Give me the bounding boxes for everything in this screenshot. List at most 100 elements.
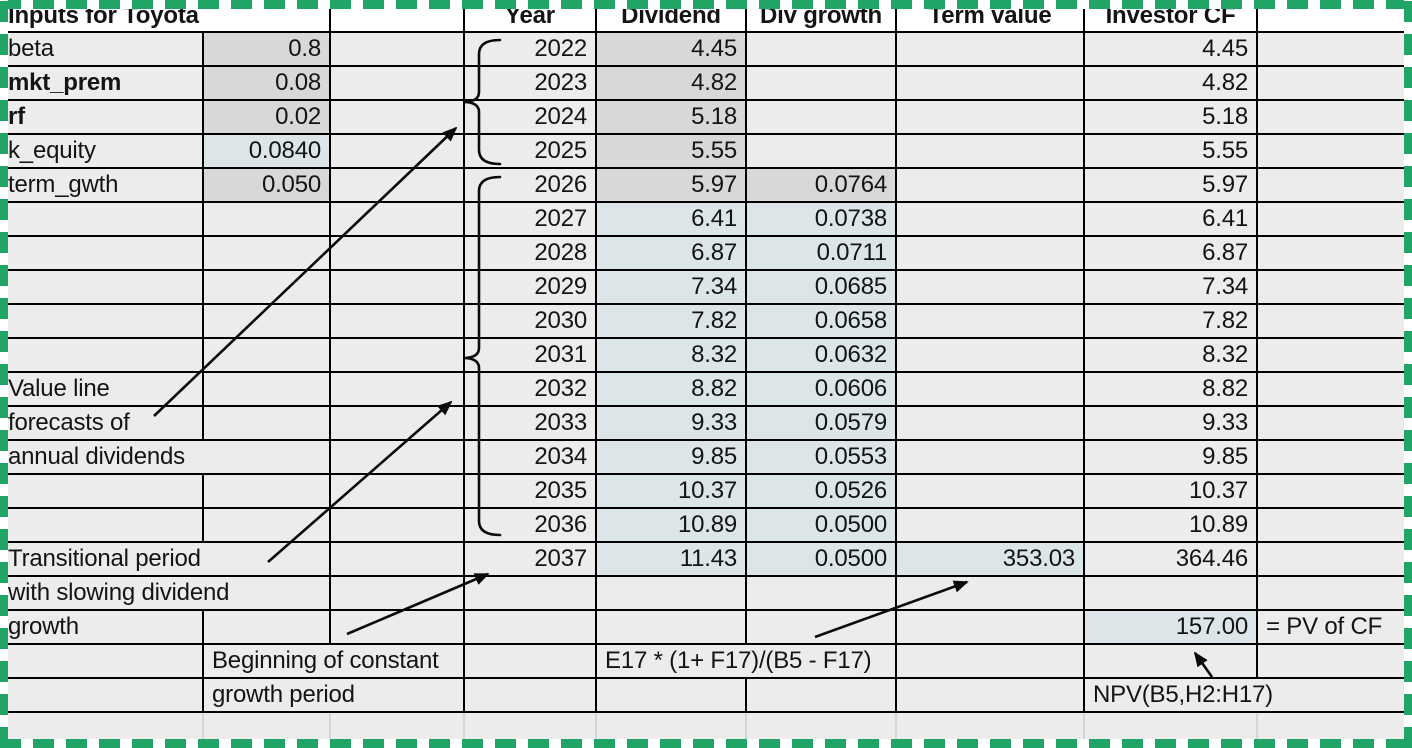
year-2028[interactable]: 2028	[465, 237, 597, 271]
cell-r19c3[interactable]	[331, 611, 465, 645]
cell-r9c1[interactable]	[0, 271, 204, 305]
cf-2036[interactable]: 10.89	[1085, 509, 1258, 543]
cf-2026[interactable]: 5.97	[1085, 169, 1258, 203]
year-2027[interactable]: 2027	[465, 203, 597, 237]
cell-r8c9[interactable]	[1258, 237, 1412, 271]
cell-r17c3[interactable]	[331, 543, 465, 577]
cell-r12c3[interactable]	[331, 373, 465, 407]
cell-r5c6[interactable]	[747, 135, 897, 169]
cell-r11c3[interactable]	[331, 339, 465, 373]
cell-r21c6[interactable]	[747, 679, 897, 713]
growth-2037[interactable]: 0.0500	[747, 543, 897, 577]
cell-r8c7[interactable]	[897, 237, 1085, 271]
cell-r8c3[interactable]	[331, 237, 465, 271]
note-beginning-1[interactable]: Beginning of constant	[204, 645, 465, 679]
cell-r7c3[interactable]	[331, 203, 465, 237]
cf-2029[interactable]: 7.34	[1085, 271, 1258, 305]
cf-2022[interactable]: 4.45	[1085, 33, 1258, 67]
cell-r3c9[interactable]	[1258, 67, 1412, 101]
growth-2029[interactable]: 0.0685	[747, 271, 897, 305]
cell-r12c9[interactable]	[1258, 373, 1412, 407]
cell-r9c9[interactable]	[1258, 271, 1412, 305]
cell-r18c7[interactable]	[897, 577, 1085, 611]
growth-2033[interactable]: 0.0579	[747, 407, 897, 441]
cell-r17c9[interactable]	[1258, 543, 1412, 577]
cell-r9c7[interactable]	[897, 271, 1085, 305]
year-2031[interactable]: 2031	[465, 339, 597, 373]
cell-r7c1[interactable]	[0, 203, 204, 237]
dividend-2026[interactable]: 5.97	[597, 169, 747, 203]
cell-r22c4[interactable]	[465, 713, 597, 748]
year-2030[interactable]: 2030	[465, 305, 597, 339]
cell-r15c7[interactable]	[897, 475, 1085, 509]
cell-r18c8[interactable]	[1085, 577, 1258, 611]
dividend-2031[interactable]: 8.32	[597, 339, 747, 373]
cell-r22c8[interactable]	[1085, 713, 1258, 748]
cell-r5c3[interactable]	[331, 135, 465, 169]
cell-r5c7[interactable]	[897, 135, 1085, 169]
cell-r7c7[interactable]	[897, 203, 1085, 237]
cell-r11c1[interactable]	[0, 339, 204, 373]
dividend-2022[interactable]: 4.45	[597, 33, 747, 67]
cf-2028[interactable]: 6.87	[1085, 237, 1258, 271]
cell-r18c9[interactable]	[1258, 577, 1412, 611]
cell-r2c3[interactable]	[331, 33, 465, 67]
cell-r11c9[interactable]	[1258, 339, 1412, 373]
cell-r6c9[interactable]	[1258, 169, 1412, 203]
cell-r8c2[interactable]	[204, 237, 331, 271]
dividend-2034[interactable]: 9.85	[597, 441, 747, 475]
input-value-rf[interactable]: 0.02	[204, 101, 331, 135]
growth-2026[interactable]: 0.0764	[747, 169, 897, 203]
cf-2035[interactable]: 10.37	[1085, 475, 1258, 509]
cell-r4c6[interactable]	[747, 101, 897, 135]
cell-r3c3[interactable]	[331, 67, 465, 101]
note-transitional-2[interactable]: with slowing dividend	[0, 577, 331, 611]
input-value-beta[interactable]: 0.8	[204, 33, 331, 67]
note-transitional-3[interactable]: growth	[0, 611, 204, 645]
value-pv-of-cf[interactable]: 157.00	[1085, 611, 1258, 645]
cell-r16c3[interactable]	[331, 509, 465, 543]
cell-r11c7[interactable]	[897, 339, 1085, 373]
cell-r19c7[interactable]	[897, 611, 1085, 645]
cell-r22c1[interactable]	[0, 713, 204, 748]
cell-r21c4[interactable]	[465, 679, 597, 713]
cell-r22c2[interactable]	[204, 713, 331, 748]
cf-2033[interactable]: 9.33	[1085, 407, 1258, 441]
cell-r20c7[interactable]	[897, 645, 1085, 679]
cell-r8c1[interactable]	[0, 237, 204, 271]
cell-r19c2[interactable]	[204, 611, 331, 645]
dividend-2023[interactable]: 4.82	[597, 67, 747, 101]
growth-2030[interactable]: 0.0658	[747, 305, 897, 339]
cell-r20c9[interactable]	[1258, 645, 1412, 679]
cell-r10c1[interactable]	[0, 305, 204, 339]
cell-r19c4[interactable]	[465, 611, 597, 645]
cell-r19c5[interactable]	[597, 611, 747, 645]
input-value-mkt-prem[interactable]: 0.08	[204, 67, 331, 101]
cell-r4c3[interactable]	[331, 101, 465, 135]
cell-r20c8[interactable]	[1085, 645, 1258, 679]
cell-r18c3[interactable]	[331, 577, 465, 611]
cell-r16c9[interactable]	[1258, 509, 1412, 543]
formula-term-value[interactable]: E17 * (1+ F17)/(B5 - F17)	[597, 645, 897, 679]
cf-2030[interactable]: 7.82	[1085, 305, 1258, 339]
cell-r2c7[interactable]	[897, 33, 1085, 67]
cell-r9c3[interactable]	[331, 271, 465, 305]
year-2033[interactable]: 2033	[465, 407, 597, 441]
dividend-2033[interactable]: 9.33	[597, 407, 747, 441]
cell-r13c7[interactable]	[897, 407, 1085, 441]
cell-r20c4[interactable]	[465, 645, 597, 679]
growth-2034[interactable]: 0.0553	[747, 441, 897, 475]
cf-2023[interactable]: 4.82	[1085, 67, 1258, 101]
growth-2031[interactable]: 0.0632	[747, 339, 897, 373]
cell-r20c1[interactable]	[0, 645, 204, 679]
input-label-k-equity[interactable]: k_equity	[0, 135, 204, 169]
cell-r21c5[interactable]	[597, 679, 747, 713]
cf-2034[interactable]: 9.85	[1085, 441, 1258, 475]
growth-2035[interactable]: 0.0526	[747, 475, 897, 509]
cell-r10c2[interactable]	[204, 305, 331, 339]
cell-r15c3[interactable]	[331, 475, 465, 509]
year-2035[interactable]: 2035	[465, 475, 597, 509]
growth-2036[interactable]: 0.0500	[747, 509, 897, 543]
cf-2027[interactable]: 6.41	[1085, 203, 1258, 237]
note-value-line-2[interactable]: forecasts of	[0, 407, 204, 441]
